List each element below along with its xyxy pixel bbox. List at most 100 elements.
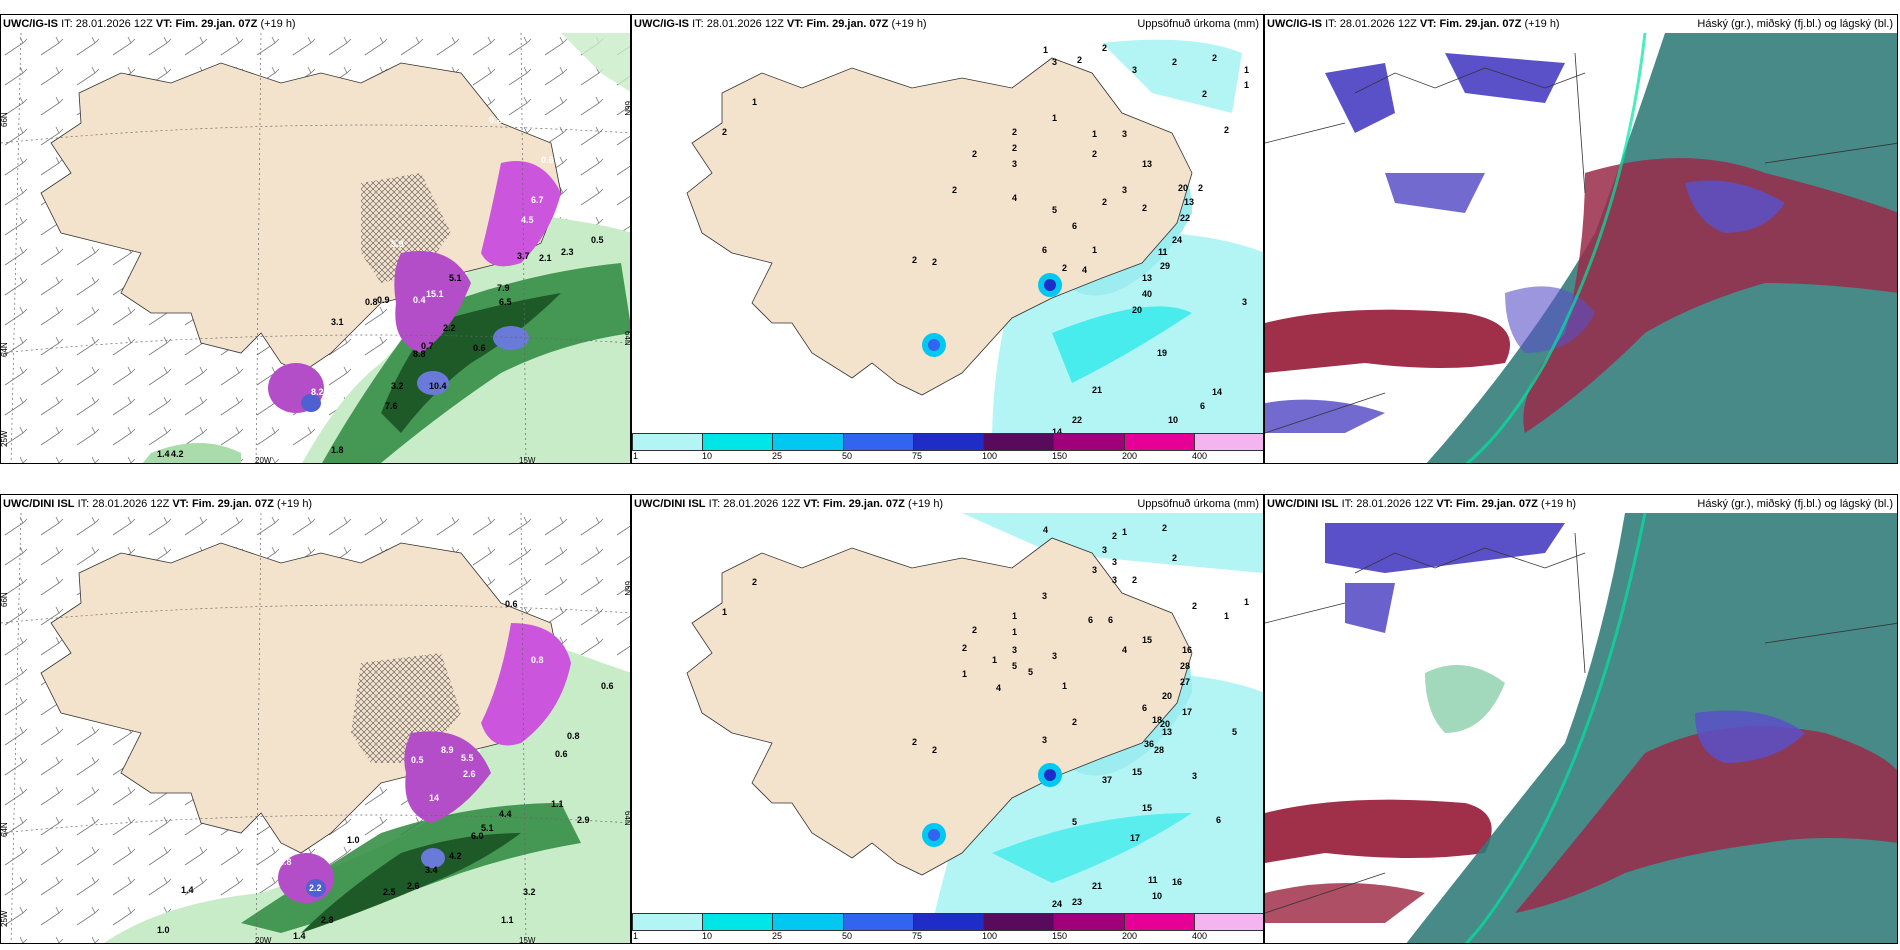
precip-value: 18: [1152, 715, 1162, 725]
wind-value: 3.2: [391, 381, 404, 391]
precip-value: 4: [1012, 193, 1017, 203]
iceland-land: [40, 62, 562, 374]
precip-value: 2: [1012, 127, 1017, 137]
wind-value: 6.8: [279, 857, 292, 867]
precip-value: 3: [1112, 575, 1117, 585]
wind-value: 0.8: [567, 731, 580, 741]
purple-precip: [481, 623, 571, 746]
wind-value: 3.7: [517, 251, 530, 261]
precip-value: 2: [1012, 143, 1017, 153]
precip-value: 2: [972, 625, 977, 635]
precip-value: 1: [1052, 113, 1057, 123]
wind-value: 15.1: [426, 289, 444, 299]
precip-value: 2: [1142, 203, 1147, 213]
wind-value: 0.6: [473, 343, 486, 353]
cloud-map: [1265, 33, 1897, 463]
precip-value: 6: [1088, 615, 1093, 625]
colorbar-segment: [1194, 433, 1263, 451]
panel-title: UWC/DINI ISL IT: 28.01.2026 12Z VT: Fim.…: [632, 495, 1263, 513]
precip-value: 24: [1052, 899, 1062, 909]
colorbar-segment: [843, 433, 914, 451]
mid-cloud-area: [1265, 309, 1510, 373]
precip-value: 1: [1043, 45, 1048, 55]
precip-value: 17: [1130, 833, 1140, 843]
precip-value: 20: [1160, 719, 1170, 729]
wind-map: 0.6 0.8 0.6 1.1 2.9 4.4 5.1 6.0 4.2 3.4 …: [1, 513, 631, 944]
precip-value: 2: [1198, 183, 1203, 193]
colorbar-label: 75: [912, 931, 923, 941]
precip-value: 14: [1212, 387, 1222, 397]
wind-value: 0.6: [541, 155, 554, 165]
wind-value: 7.6: [385, 401, 398, 411]
precip-value: 5: [1028, 667, 1033, 677]
precip-value: 3: [1052, 651, 1057, 661]
panel-title: UWC/DINI ISL IT: 28.01.2026 12Z VT: Fim.…: [1, 495, 630, 513]
wind-value: 2.6: [407, 881, 420, 891]
wind-value: 2.1: [539, 253, 552, 263]
precip-value: 2: [1192, 601, 1197, 611]
colorbar-segment: [913, 913, 985, 931]
precip-value: 2: [1212, 53, 1217, 63]
wind-value: 3.2: [523, 887, 536, 897]
wind-value: 4.2: [449, 851, 462, 861]
cloud-panel-bottom: UWC/DINI ISL IT: 28.01.2026 12Z VT: Fim.…: [1264, 494, 1898, 944]
wind-value: 1.4: [181, 885, 194, 895]
wind-value: 3.4: [425, 865, 438, 875]
precip-value: 28: [1180, 661, 1190, 671]
wind-map: 0.5 2.1 2.3 3.7 7.9 6.5 15.1 5.1 2.2 8.8…: [1, 33, 631, 464]
precip-value: 10: [1168, 415, 1178, 425]
axis-label: 25W: [1, 910, 9, 927]
wind-value: 5.1: [449, 273, 462, 283]
wind-value: 6.7: [531, 195, 544, 205]
wind-value: 1.4: [293, 931, 306, 941]
precip-value: 22: [1072, 415, 1082, 425]
precip-value: 6: [1142, 703, 1147, 713]
precip-value: 37: [1102, 775, 1112, 785]
precip-value: 10: [1152, 891, 1162, 901]
precip-value: 13: [1142, 273, 1152, 283]
axis-label: 66N: [623, 581, 631, 596]
precip-value: 3: [1042, 735, 1047, 745]
precip-value: 2: [1132, 575, 1137, 585]
axis-label: 66N: [623, 101, 631, 116]
wind-value: 0.6: [601, 681, 614, 691]
wind-value: 3.1: [331, 317, 344, 327]
precip-value: 1: [1224, 611, 1229, 621]
precip-value: 2: [912, 737, 917, 747]
colorbar-label: 25: [772, 931, 783, 941]
precip-value: 1: [752, 97, 757, 107]
precip-value: 2: [932, 745, 937, 755]
precip-value: 4: [1043, 525, 1048, 535]
precip-value: 3: [1052, 57, 1057, 67]
precip-value: 1: [1244, 597, 1249, 607]
colorbar-label: 1: [633, 931, 639, 941]
precip-value: 24: [1172, 235, 1182, 245]
precip-panel-bottom: UWC/DINI ISL IT: 28.01.2026 12Z VT: Fim.…: [631, 494, 1264, 944]
wind-value: 2.8: [321, 915, 334, 925]
wind-value: 2.3: [561, 247, 574, 257]
wind-value: 0.6: [505, 599, 518, 609]
axis-label: 15W: [519, 456, 536, 464]
precip-value: 23: [1072, 897, 1082, 907]
colorbar-label: 150: [1052, 451, 1068, 461]
precip-value: 2: [752, 577, 757, 587]
colorbar-label: 100: [982, 451, 998, 461]
low-cloud-area: [1325, 523, 1565, 573]
precip-value: 1: [722, 607, 727, 617]
wind-value: 8.2: [311, 387, 324, 397]
precip-value: 1: [1062, 681, 1067, 691]
colorbar-label: 75: [912, 451, 923, 461]
precip-value: 6: [1108, 615, 1113, 625]
precip-value: 6: [1200, 401, 1205, 411]
axis-label: 15W: [519, 936, 536, 944]
colorbar-segment: [913, 433, 985, 451]
axis-label: 66N: [1, 112, 9, 127]
colorbar-segment: [703, 913, 774, 931]
precip-value: 3: [1102, 545, 1107, 555]
precip-value: 21: [1092, 385, 1102, 395]
precip-value: 40: [1142, 289, 1152, 299]
precip-value: 5: [1012, 661, 1017, 671]
precip-value: 2: [1077, 55, 1082, 65]
colorbar-label: 50: [842, 931, 853, 941]
precip-value: 5: [1232, 727, 1237, 737]
